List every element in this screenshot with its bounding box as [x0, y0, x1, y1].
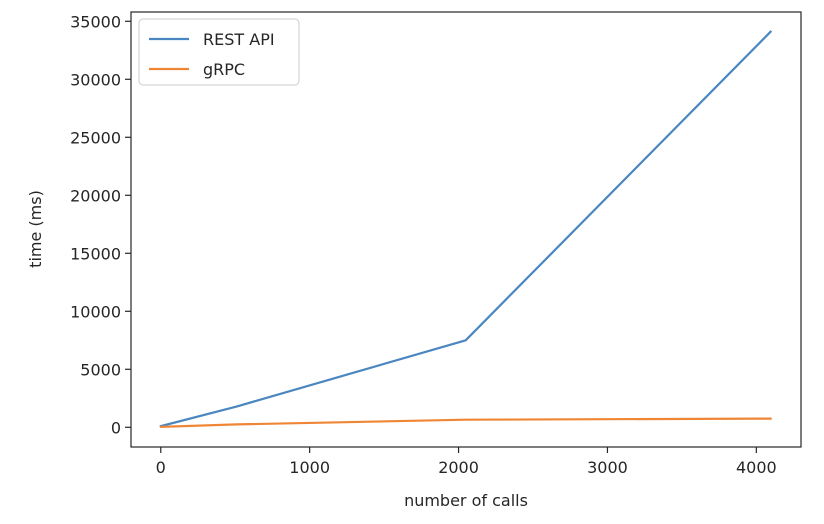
y-tick-label: 30000 [70, 70, 121, 89]
y-tick-label: 25000 [70, 128, 121, 147]
y-tick-label: 0 [111, 418, 121, 437]
y-tick-label: 15000 [70, 244, 121, 263]
x-tick-label: 4000 [736, 458, 777, 477]
legend: REST API gRPC [138, 18, 300, 86]
y-axis-label: time (ms) [26, 190, 45, 268]
plot-frame [130, 11, 802, 448]
x-tick-label: 2000 [438, 458, 479, 477]
x-axis: 0 1000 2000 3000 4000 [156, 447, 777, 477]
x-tick-label: 1000 [289, 458, 330, 477]
series-layer [159, 30, 773, 429]
x-tick-label: 3000 [587, 458, 628, 477]
series-line-1 [159, 417, 772, 429]
y-tick-label: 35000 [70, 12, 121, 31]
legend-label-1: gRPC [203, 60, 245, 79]
x-axis-label: number of calls [404, 491, 528, 510]
x-tick-label: 0 [156, 458, 166, 477]
y-tick-label: 20000 [70, 186, 121, 205]
y-axis: 0 5000 10000 15000 20000 25000 30000 35000 [70, 12, 131, 437]
y-tick-label: 10000 [70, 302, 121, 321]
series-line-0 [159, 30, 773, 428]
y-tick-label: 5000 [80, 360, 121, 379]
legend-label-0: REST API [203, 30, 275, 49]
